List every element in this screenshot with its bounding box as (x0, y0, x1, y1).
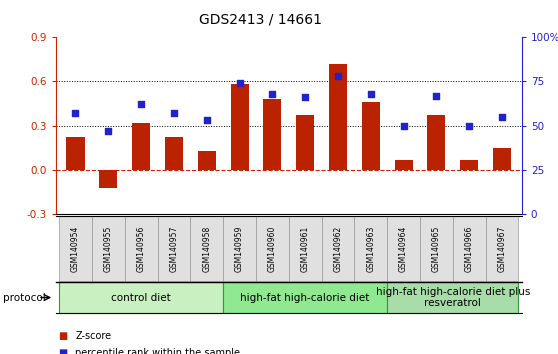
Bar (59, 282, 223, 313)
Text: GSM140954: GSM140954 (71, 225, 80, 272)
Point (301, 95, 310, 100)
Bar (453, 216, 485, 281)
Text: GSM140956: GSM140956 (137, 225, 146, 272)
Text: GSM140960: GSM140960 (268, 225, 277, 272)
Bar (165, 137, 183, 170)
Text: GSM140963: GSM140963 (366, 225, 376, 272)
Bar (296, 115, 314, 170)
Point (498, 114, 507, 120)
Point (104, 128, 113, 134)
Point (399, 123, 408, 129)
Bar (329, 64, 347, 170)
Bar (92, 216, 124, 281)
Bar (263, 99, 281, 170)
Bar (132, 123, 150, 170)
Text: GSM140961: GSM140961 (301, 225, 310, 272)
Bar (427, 115, 445, 170)
Bar (354, 216, 387, 281)
Bar (99, 170, 117, 188)
Text: GSM140965: GSM140965 (432, 225, 441, 272)
Point (137, 102, 146, 107)
Text: protocol: protocol (3, 292, 46, 303)
Text: percentile rank within the sample: percentile rank within the sample (75, 348, 240, 354)
Bar (485, 216, 518, 281)
Bar (256, 216, 289, 281)
Bar (223, 282, 387, 313)
Text: GSM140957: GSM140957 (170, 225, 179, 272)
Text: GSM140955: GSM140955 (104, 225, 113, 272)
Bar (460, 160, 478, 170)
Bar (387, 216, 420, 281)
Text: ■: ■ (59, 331, 68, 341)
Point (432, 93, 441, 98)
Bar (157, 216, 190, 281)
Text: GSM140962: GSM140962 (334, 225, 343, 272)
Point (170, 110, 179, 116)
Bar (395, 160, 412, 170)
Text: high-fat high-calorie diet: high-fat high-calorie diet (240, 292, 370, 303)
Text: GSM140966: GSM140966 (465, 225, 474, 272)
Point (71, 110, 80, 116)
Text: GDS2413 / 14661: GDS2413 / 14661 (199, 12, 323, 27)
Bar (124, 216, 157, 281)
Text: GSM140967: GSM140967 (498, 225, 507, 272)
Bar (493, 148, 511, 170)
Bar (289, 216, 321, 281)
Point (202, 118, 211, 123)
Bar (59, 216, 92, 281)
Bar (420, 216, 453, 281)
Bar (66, 137, 84, 170)
Point (367, 91, 376, 97)
Text: GSM140958: GSM140958 (202, 225, 211, 272)
Text: GSM140964: GSM140964 (399, 225, 408, 272)
Text: GSM140959: GSM140959 (235, 225, 244, 272)
Bar (230, 84, 248, 170)
Point (334, 73, 343, 79)
Text: control diet: control diet (111, 292, 171, 303)
Text: high-fat high-calorie diet plus
resveratrol: high-fat high-calorie diet plus resverat… (376, 287, 530, 308)
Point (268, 91, 277, 97)
Bar (190, 216, 223, 281)
Text: Z-score: Z-score (75, 331, 112, 341)
Bar (198, 151, 216, 170)
Text: ■: ■ (59, 348, 68, 354)
Bar (223, 216, 256, 281)
Point (235, 80, 244, 86)
Bar (362, 102, 380, 170)
Point (465, 123, 474, 129)
Bar (321, 216, 354, 281)
Bar (387, 282, 518, 313)
